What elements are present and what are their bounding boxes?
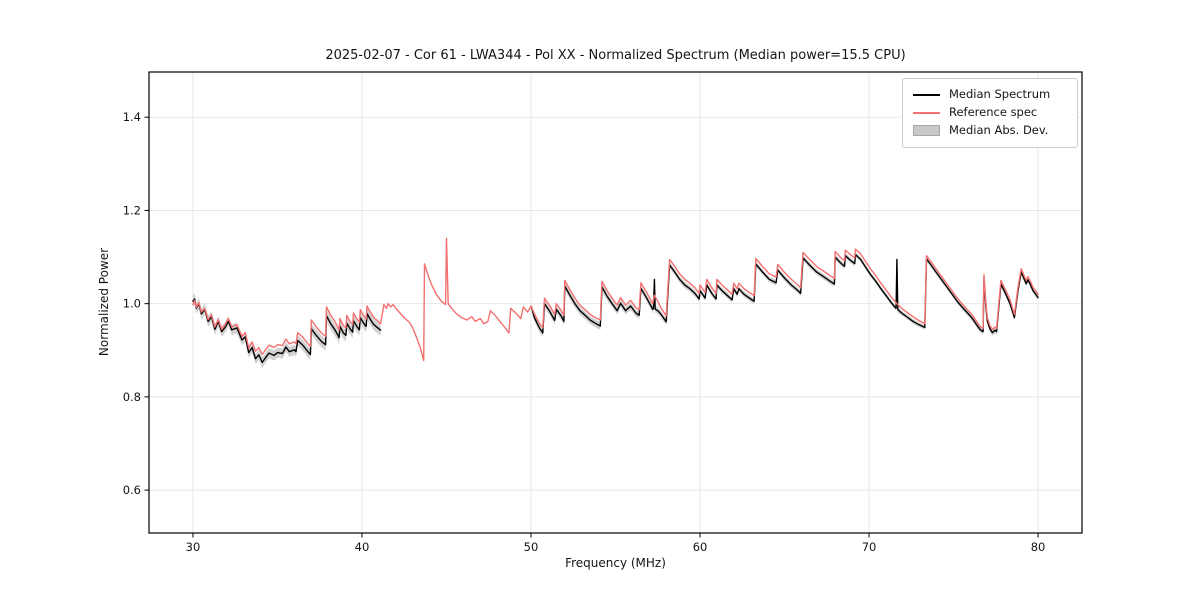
y-tick-label: 1.4: [123, 110, 141, 124]
legend-entry-median-abs-dev: Median Abs. Dev.: [913, 125, 1067, 137]
x-tick-label: 30: [186, 540, 201, 554]
reference-spec-line: [192, 237, 1039, 362]
x-tick-label: 50: [524, 540, 539, 554]
x-tick-label: 60: [693, 540, 708, 554]
chart-title: 2025-02-07 - Cor 61 - LWA344 - Pol XX - …: [325, 48, 906, 63]
legend-label: Median Abs. Dev.: [949, 123, 1049, 138]
median-spectrum-line: [531, 253, 1039, 334]
y-tick-label: 0.8: [123, 390, 141, 404]
median-abs-dev-patch-swatch: [913, 125, 940, 137]
axes-frame: [148, 71, 1083, 534]
legend-entry-reference-spec: Reference spec: [913, 107, 1067, 119]
legend-entry-median-spectrum: Median Spectrum: [913, 89, 1067, 101]
y-tick-label: 0.6: [123, 483, 141, 497]
y-axis-label: Normalized Power: [97, 247, 111, 357]
y-tick-label: 1.0: [123, 297, 141, 311]
x-axis-label: Frequency (MHz): [565, 556, 666, 570]
reference-spec-line-swatch: [913, 112, 940, 114]
y-tick-label: 1.2: [123, 203, 141, 217]
x-tick-label: 70: [862, 540, 877, 554]
legend-label: Median Spectrum: [949, 87, 1051, 102]
mad-band: [531, 252, 1039, 338]
median-spectrum-line-swatch: [913, 94, 940, 97]
mad-band: [192, 293, 381, 368]
x-tick-label: 80: [1031, 540, 1046, 554]
x-tick-label: 40: [355, 540, 370, 554]
legend-label: Reference spec: [949, 105, 1038, 120]
legend: Median Spectrum Reference spec Median Ab…: [902, 78, 1078, 148]
